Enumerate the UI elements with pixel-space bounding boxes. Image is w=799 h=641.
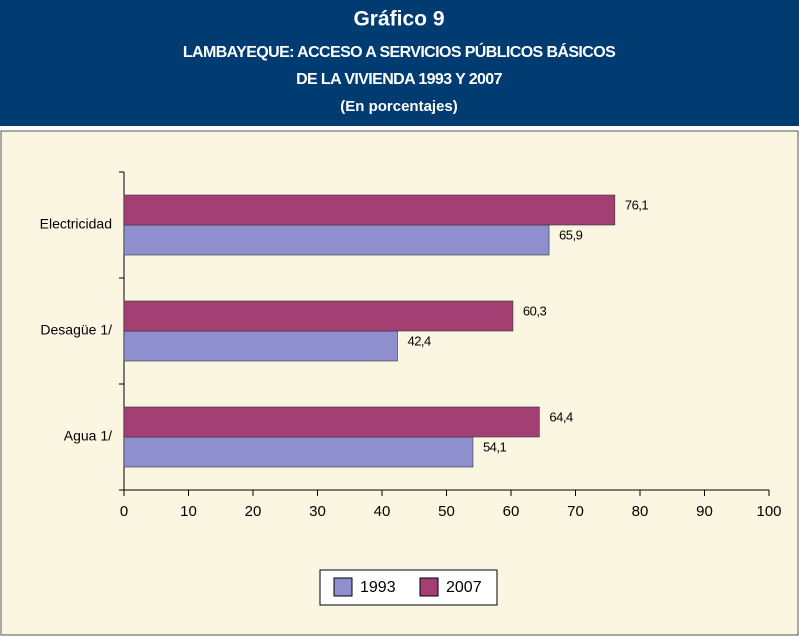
unit-note: (En porcentajes) — [340, 98, 458, 115]
x-tick-label: 50 — [438, 503, 455, 520]
data-label: 76,1 — [625, 197, 649, 212]
chart-subtitle: LAMBAYEQUE: ACCESO A SERVICIOS PÚBLICOS … — [183, 42, 616, 61]
x-tick-label: 10 — [180, 503, 197, 520]
header-bg — [0, 0, 799, 126]
x-tick-label: 70 — [567, 503, 584, 520]
y-tick-label: Electricidad — [40, 216, 112, 232]
bar — [123, 406, 540, 438]
legend-label: 2007 — [446, 579, 482, 596]
bar — [123, 300, 514, 332]
bar — [123, 330, 398, 362]
x-tick-label: 30 — [309, 503, 326, 520]
bar — [123, 224, 550, 256]
data-label: 65,9 — [559, 227, 583, 242]
y-tick-label: Desagüe 1/ — [40, 322, 112, 338]
data-label: 42,4 — [407, 333, 431, 348]
bar — [123, 194, 616, 226]
legend-label: 1993 — [360, 579, 396, 596]
x-tick-label: 90 — [696, 503, 713, 520]
x-tick-label: 40 — [374, 503, 391, 520]
legend-swatch — [333, 577, 353, 597]
x-tick-label: 80 — [632, 503, 649, 520]
x-tick-label: 20 — [245, 503, 262, 520]
x-tick-label: 100 — [756, 503, 781, 520]
chart-subtitle: DE LA VIVIENDA 1993 Y 2007 — [296, 71, 503, 88]
chart-title: Gráfico 9 — [353, 8, 444, 31]
data-label: 60,3 — [523, 303, 547, 318]
y-tick-label: Agua 1/ — [64, 428, 112, 444]
x-tick-label: 0 — [120, 503, 128, 520]
legend-swatch — [419, 577, 439, 597]
data-label: 64,4 — [549, 409, 573, 424]
x-tick-label: 60 — [503, 503, 520, 520]
data-label: 54,1 — [483, 439, 507, 454]
bar — [123, 436, 474, 468]
